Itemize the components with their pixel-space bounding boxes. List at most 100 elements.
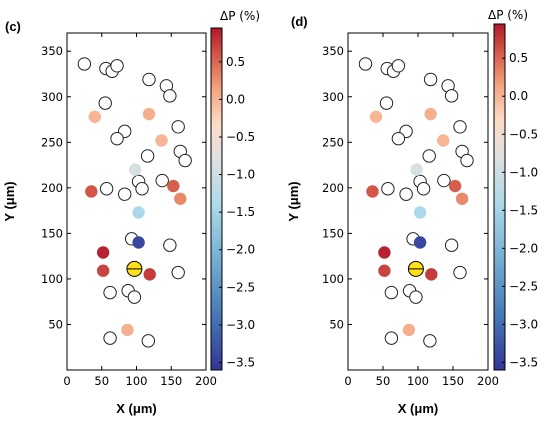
colored-marker [448, 179, 462, 193]
y-axis-label: Y (μm) [286, 181, 301, 221]
y-tick-label: 200 [41, 181, 63, 195]
colored-marker [143, 268, 156, 281]
colored-marker [96, 246, 110, 259]
open-marker [422, 149, 436, 163]
open-marker [103, 285, 117, 300]
open-marker [110, 131, 124, 146]
colored-marker [378, 264, 391, 277]
y-axis-label: Y (μm) [2, 181, 17, 221]
open-marker [141, 334, 156, 348]
x-tick-label: 50 [376, 374, 391, 388]
colorbar-tick-label: −3.5 [226, 355, 255, 369]
open-marker [391, 131, 406, 146]
colored-marker [174, 192, 187, 205]
colorbar-tick-label: −2.5 [226, 280, 255, 294]
open-marker [453, 120, 467, 134]
y-tick-label: 250 [41, 135, 63, 149]
colorbar-tick-label: −1.0 [226, 168, 255, 182]
open-marker [135, 182, 149, 196]
x-tick-label: 200 [477, 374, 499, 388]
open-marker [178, 153, 192, 168]
colorbar-title: ΔP (%) [220, 9, 260, 23]
open-marker [444, 238, 459, 252]
colorbar-tick-label: −1.5 [226, 205, 255, 219]
open-marker [110, 59, 124, 73]
colorbar-tick-label: −3.0 [509, 317, 538, 331]
open-marker [358, 57, 373, 71]
colorbar-tick-label: −2.0 [509, 241, 538, 255]
colorbar-tick-label: −0.5 [509, 127, 538, 141]
open-marker [444, 89, 459, 103]
open-marker [171, 265, 185, 280]
open-marker [171, 120, 185, 134]
colored-marker [96, 264, 110, 277]
open-marker [127, 290, 142, 304]
colored-marker [85, 185, 98, 198]
open-marker [384, 331, 399, 345]
open-marker [453, 265, 467, 280]
colored-marker [132, 206, 145, 219]
x-tick-label: 50 [94, 374, 109, 388]
open-marker [399, 187, 413, 201]
colorbar-tick-label: −3.5 [509, 355, 538, 369]
colored-marker [402, 323, 416, 337]
x-tick-label: 150 [442, 374, 464, 388]
open-marker [99, 182, 114, 196]
colorbar-tick-label: 0.0 [509, 89, 528, 103]
colorbar: 0.5 0.0 −0.5 −1.0 −1.5 −2.0 −2.5 −3.0 −3.5 ΔP (%) [488, 8, 538, 371]
colorbar-tick-label: −1.0 [509, 165, 538, 179]
colored-marker [455, 192, 469, 205]
open-marker [103, 331, 117, 345]
y-tick-label: 250 [322, 135, 344, 149]
y-tick-label: 350 [41, 44, 63, 58]
panel-c: (c) 0 50 100 150 200 50 100 150 200 250 300 350 X (μm… [2, 9, 260, 416]
y-tick-label: 300 [322, 90, 344, 104]
y-tick-label: 100 [41, 272, 63, 286]
y-tick-label: 150 [322, 226, 344, 240]
x-axis-label: X (μm) [116, 401, 156, 416]
open-marker [140, 149, 155, 163]
colorbar-tick-label: −3.0 [226, 318, 255, 332]
open-marker [117, 187, 132, 201]
colored-marker [88, 110, 102, 123]
y-tick-label: 50 [48, 317, 63, 331]
open-marker [409, 290, 423, 304]
open-marker [77, 57, 92, 71]
y-tick-label: 350 [322, 44, 344, 58]
open-marker [416, 182, 431, 196]
colorbar: 0.5 0.0 −0.5 −1.0 −1.5 −2.0 −2.5 −3.0 −3.5 ΔP (%) [210, 9, 260, 371]
colorbar-tick-label: −2.5 [509, 279, 538, 293]
colorbar-gradient [493, 23, 506, 371]
colorbar-title: ΔP (%) [488, 8, 528, 22]
x-axis-label: X (μm) [398, 401, 438, 416]
colorbar-tick-label: 0.0 [226, 92, 245, 106]
colored-marker [128, 163, 142, 176]
colored-marker [121, 323, 134, 337]
open-marker [423, 72, 438, 87]
colored-marker [424, 107, 437, 121]
colored-marker [410, 163, 423, 176]
y-tick-label: 300 [41, 90, 63, 104]
x-tick-label: 100 [126, 374, 148, 388]
colored-marker [413, 206, 427, 219]
open-marker [142, 72, 156, 87]
open-marker [163, 238, 177, 252]
colorbar-tick-label: −2.0 [226, 243, 255, 257]
y-tick-label: 100 [322, 272, 344, 286]
y-tick-label: 150 [41, 226, 63, 240]
open-marker [384, 285, 399, 300]
panel-letter: (c) [5, 19, 21, 34]
colored-marker [437, 134, 450, 147]
panel-letter: (d) [291, 14, 308, 29]
x-tick-label: 150 [160, 374, 182, 388]
open-marker [98, 96, 112, 110]
open-marker [423, 334, 437, 348]
colored-marker [413, 236, 427, 249]
x-tick-label: 0 [344, 374, 351, 388]
open-marker [163, 89, 177, 103]
colorbar-tick-label: −1.5 [509, 203, 538, 217]
colorbar-tick-label: 0.5 [226, 55, 245, 69]
panel-d: (d) 0 50 100 150 200 50 100 150 200 250 300 350 X (μm… [286, 8, 538, 416]
colored-marker [366, 185, 379, 198]
